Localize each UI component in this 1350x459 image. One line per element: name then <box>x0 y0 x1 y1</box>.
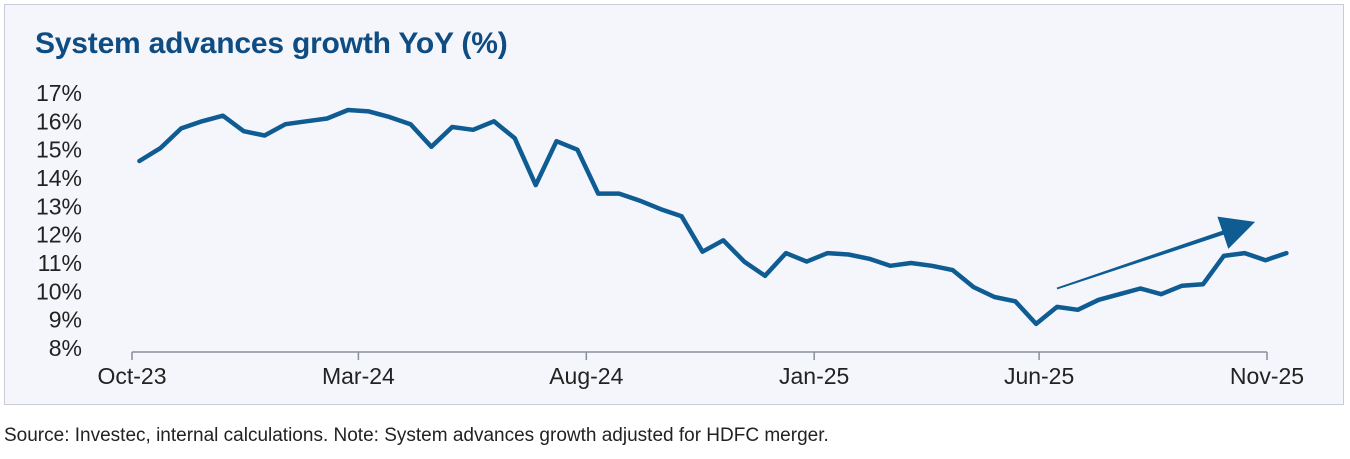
y-tick-label: 8% <box>49 335 82 361</box>
y-tick-label: 10% <box>36 278 82 304</box>
y-tick-label: 13% <box>36 193 82 219</box>
series-line <box>137 107 1289 327</box>
x-tick-label: Nov-25 <box>1230 363 1304 389</box>
x-tick-label: Jun-25 <box>1004 363 1074 389</box>
line-chart: 17%16% 15%14%13% 12%11%10% 9%8% Oct-23 Mar-24… <box>36 80 1304 389</box>
trend-arrow <box>1056 216 1256 290</box>
chart-card: System advances growth YoY (%) <box>4 4 1344 405</box>
x-tick-label: Aug-24 <box>549 363 623 389</box>
x-tick-label: Jan-25 <box>779 363 849 389</box>
x-tick-label: Mar-24 <box>322 363 395 389</box>
y-tick-label: 9% <box>49 307 82 333</box>
y-tick-label: 17% <box>36 80 82 106</box>
y-tick-label: 15% <box>36 137 82 163</box>
x-tick-label: Oct-23 <box>97 363 166 389</box>
y-tick-label: 12% <box>36 222 82 248</box>
source-footnote: Source: Investec, internal calculations.… <box>4 425 829 446</box>
y-tick-label: 16% <box>36 108 82 134</box>
y-tick-label: 14% <box>36 165 82 191</box>
y-tick-label: 11% <box>38 250 82 276</box>
chart-title: System advances growth YoY (%) <box>35 27 508 60</box>
